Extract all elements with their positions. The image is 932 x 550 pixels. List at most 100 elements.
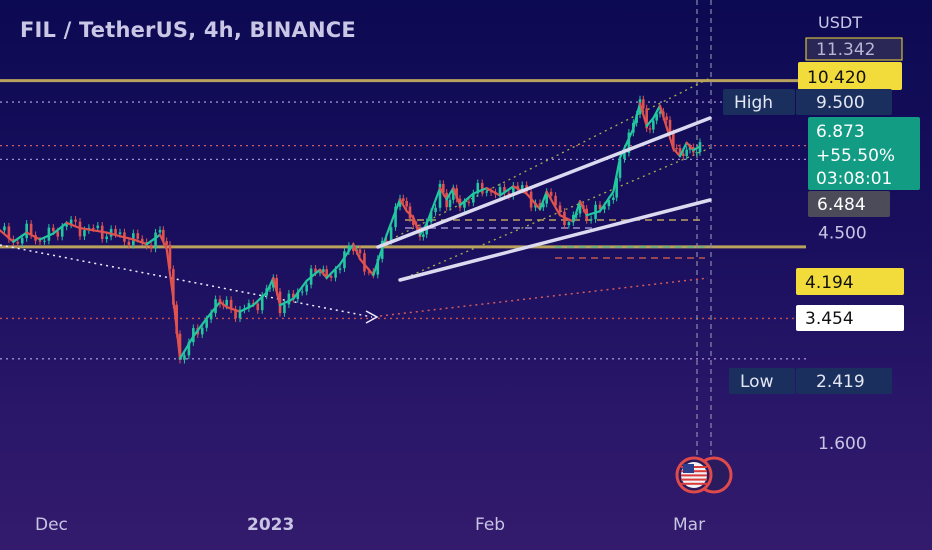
candle-body xyxy=(448,199,452,208)
candle-body xyxy=(325,269,328,276)
chart-title: FIL / TetherUS, 4h, BINANCE xyxy=(20,18,356,42)
white-level-badge-text: 3.454 xyxy=(805,309,854,329)
price-series-segment xyxy=(598,190,615,213)
candle-body xyxy=(314,268,317,273)
candle-body xyxy=(329,275,333,278)
upper-level-badge-text: 10.420 xyxy=(807,68,866,88)
candle-body xyxy=(38,240,42,242)
current-level-badge-text: 6.484 xyxy=(817,195,866,215)
current-level-badge-bg xyxy=(808,191,890,217)
candle-body xyxy=(429,212,433,223)
last-price-label: 6.873 xyxy=(816,122,865,142)
candle-body xyxy=(598,204,602,210)
candle-body xyxy=(7,226,11,240)
price-series-segment xyxy=(612,156,622,193)
price-series-segment xyxy=(632,102,642,130)
price-series-segment xyxy=(585,210,602,217)
candle-body xyxy=(554,195,557,206)
candle-body xyxy=(675,147,678,149)
candle-body xyxy=(114,228,117,234)
price-series-segment xyxy=(158,233,168,251)
candle-body xyxy=(162,229,165,242)
price-series-segment xyxy=(265,276,275,294)
candle-body xyxy=(92,227,95,229)
candle-body xyxy=(225,299,228,306)
price-series-segment xyxy=(658,104,668,129)
price-series-segment xyxy=(445,186,455,201)
candle-body xyxy=(688,147,692,150)
candle-body xyxy=(343,251,346,269)
candle-body xyxy=(678,148,682,154)
price-series-segment xyxy=(178,335,195,360)
candle-body xyxy=(178,333,182,360)
candle-body xyxy=(283,304,286,314)
currency-label: USDT xyxy=(818,13,862,32)
candle-body xyxy=(275,277,278,292)
x-axis-tick-label: Dec xyxy=(35,515,68,535)
price-series-segment xyxy=(398,198,408,213)
price-series-segment xyxy=(92,229,108,234)
candle-body xyxy=(434,207,437,213)
candle-body xyxy=(292,293,295,299)
high-value-bg xyxy=(796,89,892,115)
price-series-segment xyxy=(305,268,322,282)
price-series-segment xyxy=(318,268,328,280)
price-series-segment xyxy=(145,233,162,246)
price-series-segment xyxy=(65,221,82,230)
candle-body xyxy=(16,242,20,244)
candle-body xyxy=(549,191,553,196)
candle-body xyxy=(668,119,672,134)
candle-body xyxy=(334,269,337,278)
candle-body xyxy=(300,291,304,293)
candle-body xyxy=(154,232,157,249)
white-level-badge: 3.454 xyxy=(796,305,904,331)
candle-body xyxy=(3,226,6,231)
candle-body xyxy=(367,271,371,273)
candle-body xyxy=(363,253,366,272)
candle-body xyxy=(205,319,208,328)
candle-body xyxy=(463,201,466,208)
candle-body xyxy=(287,293,291,305)
current-level-badge: 6.484 xyxy=(808,191,890,217)
candle-body xyxy=(238,309,242,319)
candle-body xyxy=(305,284,308,292)
candle-body xyxy=(136,233,140,239)
high-value-label: 9.500 xyxy=(816,93,865,113)
price-series-segment xyxy=(572,200,582,223)
candle-body xyxy=(43,240,46,242)
y-axis-tick-label: 1.600 xyxy=(818,434,867,454)
price-series-segment xyxy=(118,235,135,241)
projection-dotted-line xyxy=(379,277,709,317)
candle-body xyxy=(612,197,615,200)
price-series-segment xyxy=(672,147,682,158)
price-series-segment xyxy=(225,305,242,313)
candle-body xyxy=(652,120,655,130)
price-series-segment xyxy=(165,247,175,300)
mid-level-badge-text: 4.194 xyxy=(805,273,854,293)
candle-body xyxy=(172,269,175,305)
price-series-segment xyxy=(385,198,402,236)
candle-body xyxy=(665,116,668,120)
candle-body xyxy=(56,231,60,237)
us-flag-event-icon[interactable] xyxy=(675,456,733,494)
price-series-segment xyxy=(545,190,562,217)
candle-body xyxy=(65,224,68,227)
high-tag-label: High xyxy=(734,93,773,113)
price-series-segment xyxy=(78,226,95,232)
candle-body xyxy=(247,303,251,309)
candle-body xyxy=(645,108,648,129)
candle-body xyxy=(260,295,264,311)
candle-body xyxy=(268,287,272,289)
price-series-segment xyxy=(652,104,662,120)
candle-body xyxy=(140,238,144,243)
candle-body xyxy=(512,185,515,196)
candle-body xyxy=(83,230,86,237)
candle-body xyxy=(618,158,622,178)
price-series-segment xyxy=(172,297,182,360)
candle-body xyxy=(695,152,698,154)
price-series-segment xyxy=(218,300,228,309)
candle-body xyxy=(685,149,688,156)
price-series-segment xyxy=(472,186,488,195)
